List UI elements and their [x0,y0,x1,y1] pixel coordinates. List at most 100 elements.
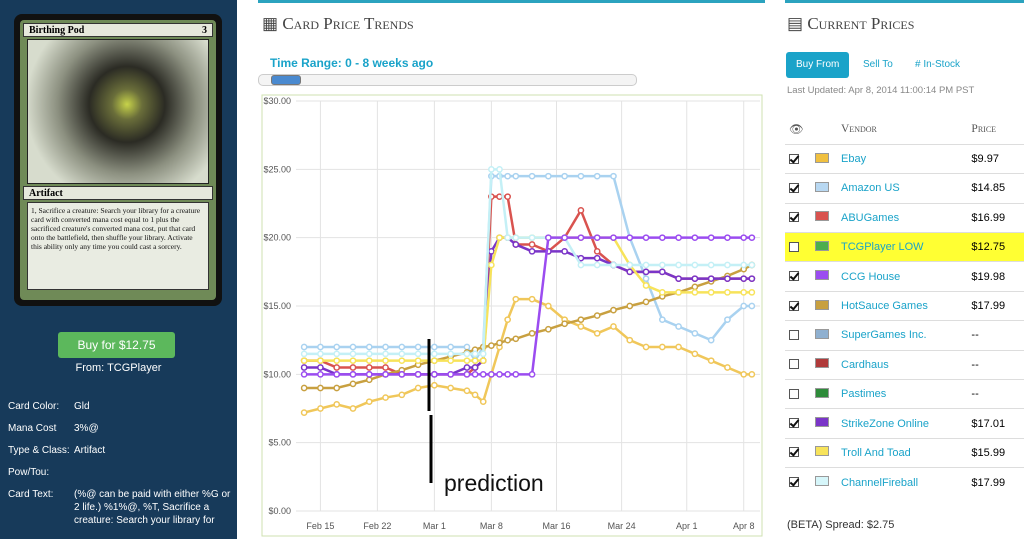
data-point [658,343,666,351]
checkbox[interactable] [789,182,799,193]
data-point [593,172,601,180]
prices-section: ▤ Current Prices Buy From Sell To # In-S… [785,0,1024,539]
checkbox[interactable] [789,241,799,252]
vendor-name[interactable]: HotSauce Games [837,290,968,321]
card-panel: Birthing Pod 3 Artifact 1, Sacrifice a cr… [0,0,237,539]
data-point [365,350,373,358]
vendor-name[interactable]: SuperGames Inc. [837,320,968,351]
checkbox[interactable] [789,153,799,164]
vendor-price: $15.99 [967,437,1024,468]
data-point [577,254,585,262]
data-point [528,370,536,378]
data-point [431,370,438,378]
data-point [561,172,568,180]
data-point [512,370,520,378]
tab[interactable]: Sell To [863,59,893,70]
eye-icon: 👁 [789,124,804,137]
data-point [471,370,479,378]
slider-handle[interactable] [271,75,301,85]
data-point [642,298,650,306]
vendor-name[interactable]: StrikeZone Online [837,408,968,439]
data-point [300,364,308,371]
data-point [577,234,585,242]
vendor-name[interactable]: ChannelFireball [837,467,968,498]
vendor-name[interactable]: Cardhaus [837,349,968,380]
data-point [365,376,373,384]
vendor-price: $16.99 [967,202,1024,233]
vendor-name[interactable]: Ebay [837,143,968,174]
data-point [675,275,682,283]
color-swatch [815,446,829,457]
checkbox-cell [785,408,811,439]
checkbox[interactable] [789,329,799,340]
section-heading: ▦ Card Price Trends [262,14,414,33]
vendor-row: ABUGames $16.99 [785,202,1024,233]
swatch-cell [811,232,837,262]
buy-button[interactable]: Buy for $12.75 [58,332,175,358]
data-point [382,364,389,371]
data-point [349,370,357,378]
checkbox[interactable] [789,359,799,370]
vendor-row: Pastimes -- [785,379,1024,409]
y-tick-label: $10.00 [263,369,291,379]
data-point [300,409,308,416]
y-tick-label: $20.00 [263,233,291,243]
vendor-price: -- [967,379,1024,409]
checkbox[interactable] [789,212,799,223]
vendor-row: Ebay $9.97 [785,143,1024,174]
data-point [488,247,495,255]
vendor-row: CCG House $19.98 [785,261,1024,292]
data-point [431,343,438,351]
vendor-price: $12.75 [967,232,1024,262]
vendor-name[interactable]: Troll And Toad [837,437,968,468]
data-point [691,350,699,358]
price-table: 👁 Vendor Price Ebay $9.97 Amazon US $14.85 ABU… [785,115,1024,498]
data-point [463,350,471,358]
vendor-name[interactable]: TCGPlayer LOW [837,232,968,262]
data-point [398,357,406,365]
data-point [740,275,748,283]
color-swatch [815,211,829,222]
data-point [431,381,438,389]
checkbox[interactable] [789,477,799,488]
data-point [593,247,601,255]
vendor-name[interactable]: Pastimes [837,379,968,409]
range-slider[interactable] [258,74,637,86]
data-point [642,282,650,289]
data-point [707,288,715,296]
vendor-name[interactable]: Amazon US [837,173,968,204]
data-point [545,302,552,310]
tab[interactable]: # In-Stock [915,59,961,70]
vendor-row: Troll And Toad $15.99 [785,437,1024,468]
checkbox[interactable] [789,388,799,399]
x-tick-label: Mar 24 [608,521,636,531]
data-point [300,357,308,365]
checkbox[interactable] [789,300,799,311]
data-point [610,306,617,314]
data-point [365,364,373,371]
data-point [724,275,731,283]
chart-frame [261,94,763,537]
data-point [675,261,682,269]
data-point [512,172,520,180]
data-point [626,268,634,276]
vendor-name[interactable]: ABUGames [837,202,968,233]
card-mana: 3 [202,25,207,36]
data-point [471,364,479,371]
checkbox[interactable] [789,418,799,429]
tab[interactable]: Buy From [786,52,850,78]
data-point [471,391,479,399]
data-point [382,357,389,365]
checkbox[interactable] [789,447,799,458]
data-point [488,261,495,269]
checkbox[interactable] [789,271,799,282]
data-point [675,323,682,330]
data-point [748,302,756,310]
data-point [447,350,455,358]
data-point [642,343,650,351]
data-point [365,370,373,378]
vendor-name[interactable]: CCG House [837,261,968,292]
data-point [300,370,308,378]
data-point [675,343,682,351]
x-tick-label: Feb 22 [363,521,391,531]
